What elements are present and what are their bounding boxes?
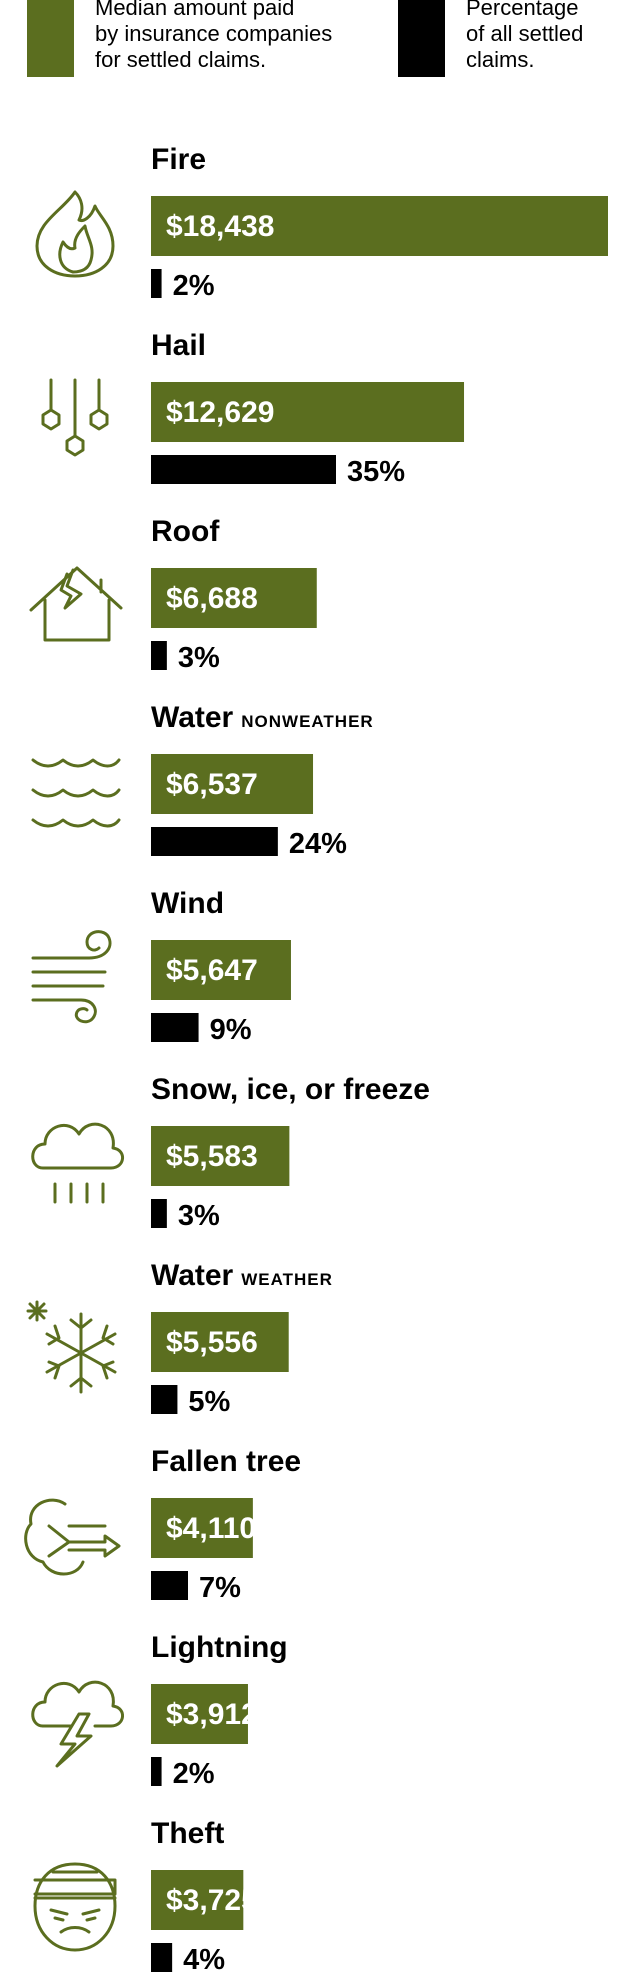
snowflake-icon xyxy=(26,1300,117,1394)
percentage-label: 5% xyxy=(188,1386,230,1418)
median-amount-label: $6,688 xyxy=(166,582,258,615)
percentage-label: 7% xyxy=(199,1572,241,1604)
percentage-bar xyxy=(151,1199,167,1228)
category-label: Theft xyxy=(151,1817,224,1850)
percentage-bar xyxy=(151,1013,199,1042)
category-row-5: Wind $5,647 9% xyxy=(31,887,291,1046)
category-label: Wind xyxy=(151,887,224,920)
percentage-label: 3% xyxy=(178,642,220,674)
category-row-9: Lightning $3,912 2% xyxy=(31,1631,288,1790)
median-amount-label: $6,537 xyxy=(166,768,258,801)
median-amount-label: $3,725 xyxy=(166,1884,258,1917)
median-amount-bar xyxy=(151,940,291,1000)
category-label: Fire xyxy=(151,143,206,176)
median-amount-bar xyxy=(151,568,317,628)
legend-swatch-median xyxy=(27,0,74,77)
legend-label-median: Median amount paid by insurance companie… xyxy=(95,0,333,72)
percentage-bar xyxy=(151,827,278,856)
percentage-label: 9% xyxy=(210,1014,252,1046)
median-amount-bar xyxy=(151,196,608,256)
rain-cloud-icon xyxy=(31,1122,124,1204)
median-amount-bar xyxy=(151,382,465,442)
category-label: Snow, ice, or freeze xyxy=(151,1073,430,1106)
category-label: Roof xyxy=(151,515,220,548)
percentage-label: 2% xyxy=(173,270,215,302)
lightning-cloud-icon xyxy=(31,1680,124,1768)
percentage-bar xyxy=(151,1571,188,1600)
percentage-bar xyxy=(151,269,162,298)
percentage-bar xyxy=(151,455,336,484)
thief-icon xyxy=(33,1862,117,1952)
median-amount-label: $5,556 xyxy=(166,1326,258,1359)
damaged-house-icon xyxy=(29,566,123,642)
median-amount-label: $18,438 xyxy=(166,210,274,243)
chart: Fire $18,438 2% Hail $12,629 35% Roof $6,688 3% W… xyxy=(0,130,640,1977)
category-row-7: Water WEATHER $5,556 5% xyxy=(26,1259,333,1418)
percentage-label: 4% xyxy=(183,1944,225,1976)
median-amount-bar xyxy=(151,754,314,814)
category-qualifier: WEATHER xyxy=(241,1270,333,1289)
percentage-bar xyxy=(151,641,167,670)
hail-icon xyxy=(41,378,109,457)
category-row-8: Fallen tree $4,110 7% xyxy=(24,1445,301,1604)
category-row-6: Snow, ice, or freeze $5,583 3% xyxy=(31,1073,430,1232)
category-row-10: Theft $3,725 4% xyxy=(33,1817,258,1976)
median-amount-bar xyxy=(151,1684,248,1744)
category-label: Fallen tree xyxy=(151,1445,301,1478)
category-label: Water NONWEATHER xyxy=(151,701,374,734)
median-amount-bar xyxy=(151,1126,290,1186)
category-row-1: Fire $18,438 2% xyxy=(35,143,608,302)
percentage-bar xyxy=(151,1943,173,1972)
percentage-bar xyxy=(151,1385,178,1414)
median-amount-label: $12,629 xyxy=(166,396,274,429)
median-amount-label: $3,912 xyxy=(166,1698,258,1731)
percentage-label: 24% xyxy=(289,828,347,860)
median-amount-label: $5,583 xyxy=(166,1140,258,1173)
category-label: Lightning xyxy=(151,1631,288,1664)
category-label: Water WEATHER xyxy=(151,1259,333,1292)
category-label: Hail xyxy=(151,329,206,362)
flame-icon xyxy=(35,190,115,278)
percentage-label: 35% xyxy=(347,456,405,488)
percentage-label: 2% xyxy=(173,1758,215,1790)
median-amount-label: $5,647 xyxy=(166,954,258,987)
percentage-label: 3% xyxy=(178,1200,220,1232)
median-amount-bar xyxy=(151,1498,253,1558)
category-row-4: Water NONWEATHER $6,537 24% xyxy=(31,701,374,860)
wind-icon xyxy=(31,930,112,1024)
median-amount-label: $4,110 xyxy=(166,1512,256,1545)
fallen-tree-icon xyxy=(24,1498,121,1576)
category-qualifier: NONWEATHER xyxy=(241,712,373,731)
category-row-3: Roof $6,688 3% xyxy=(29,515,317,674)
median-amount-bar xyxy=(151,1312,289,1372)
bar-chart-svg: Fire $18,438 2% Hail $12,629 35% Roof $6,688 3% W… xyxy=(24,143,608,1976)
waves-icon xyxy=(31,758,121,828)
category-row-2: Hail $12,629 35% xyxy=(41,329,465,488)
legend-label-percentage: Percentage of all settled claims. xyxy=(466,0,584,72)
legend-swatch-percentage xyxy=(398,0,445,77)
percentage-bar xyxy=(151,1757,162,1786)
legend: Median amount paid by insurance companie… xyxy=(0,0,640,90)
median-amount-bar xyxy=(151,1870,244,1930)
